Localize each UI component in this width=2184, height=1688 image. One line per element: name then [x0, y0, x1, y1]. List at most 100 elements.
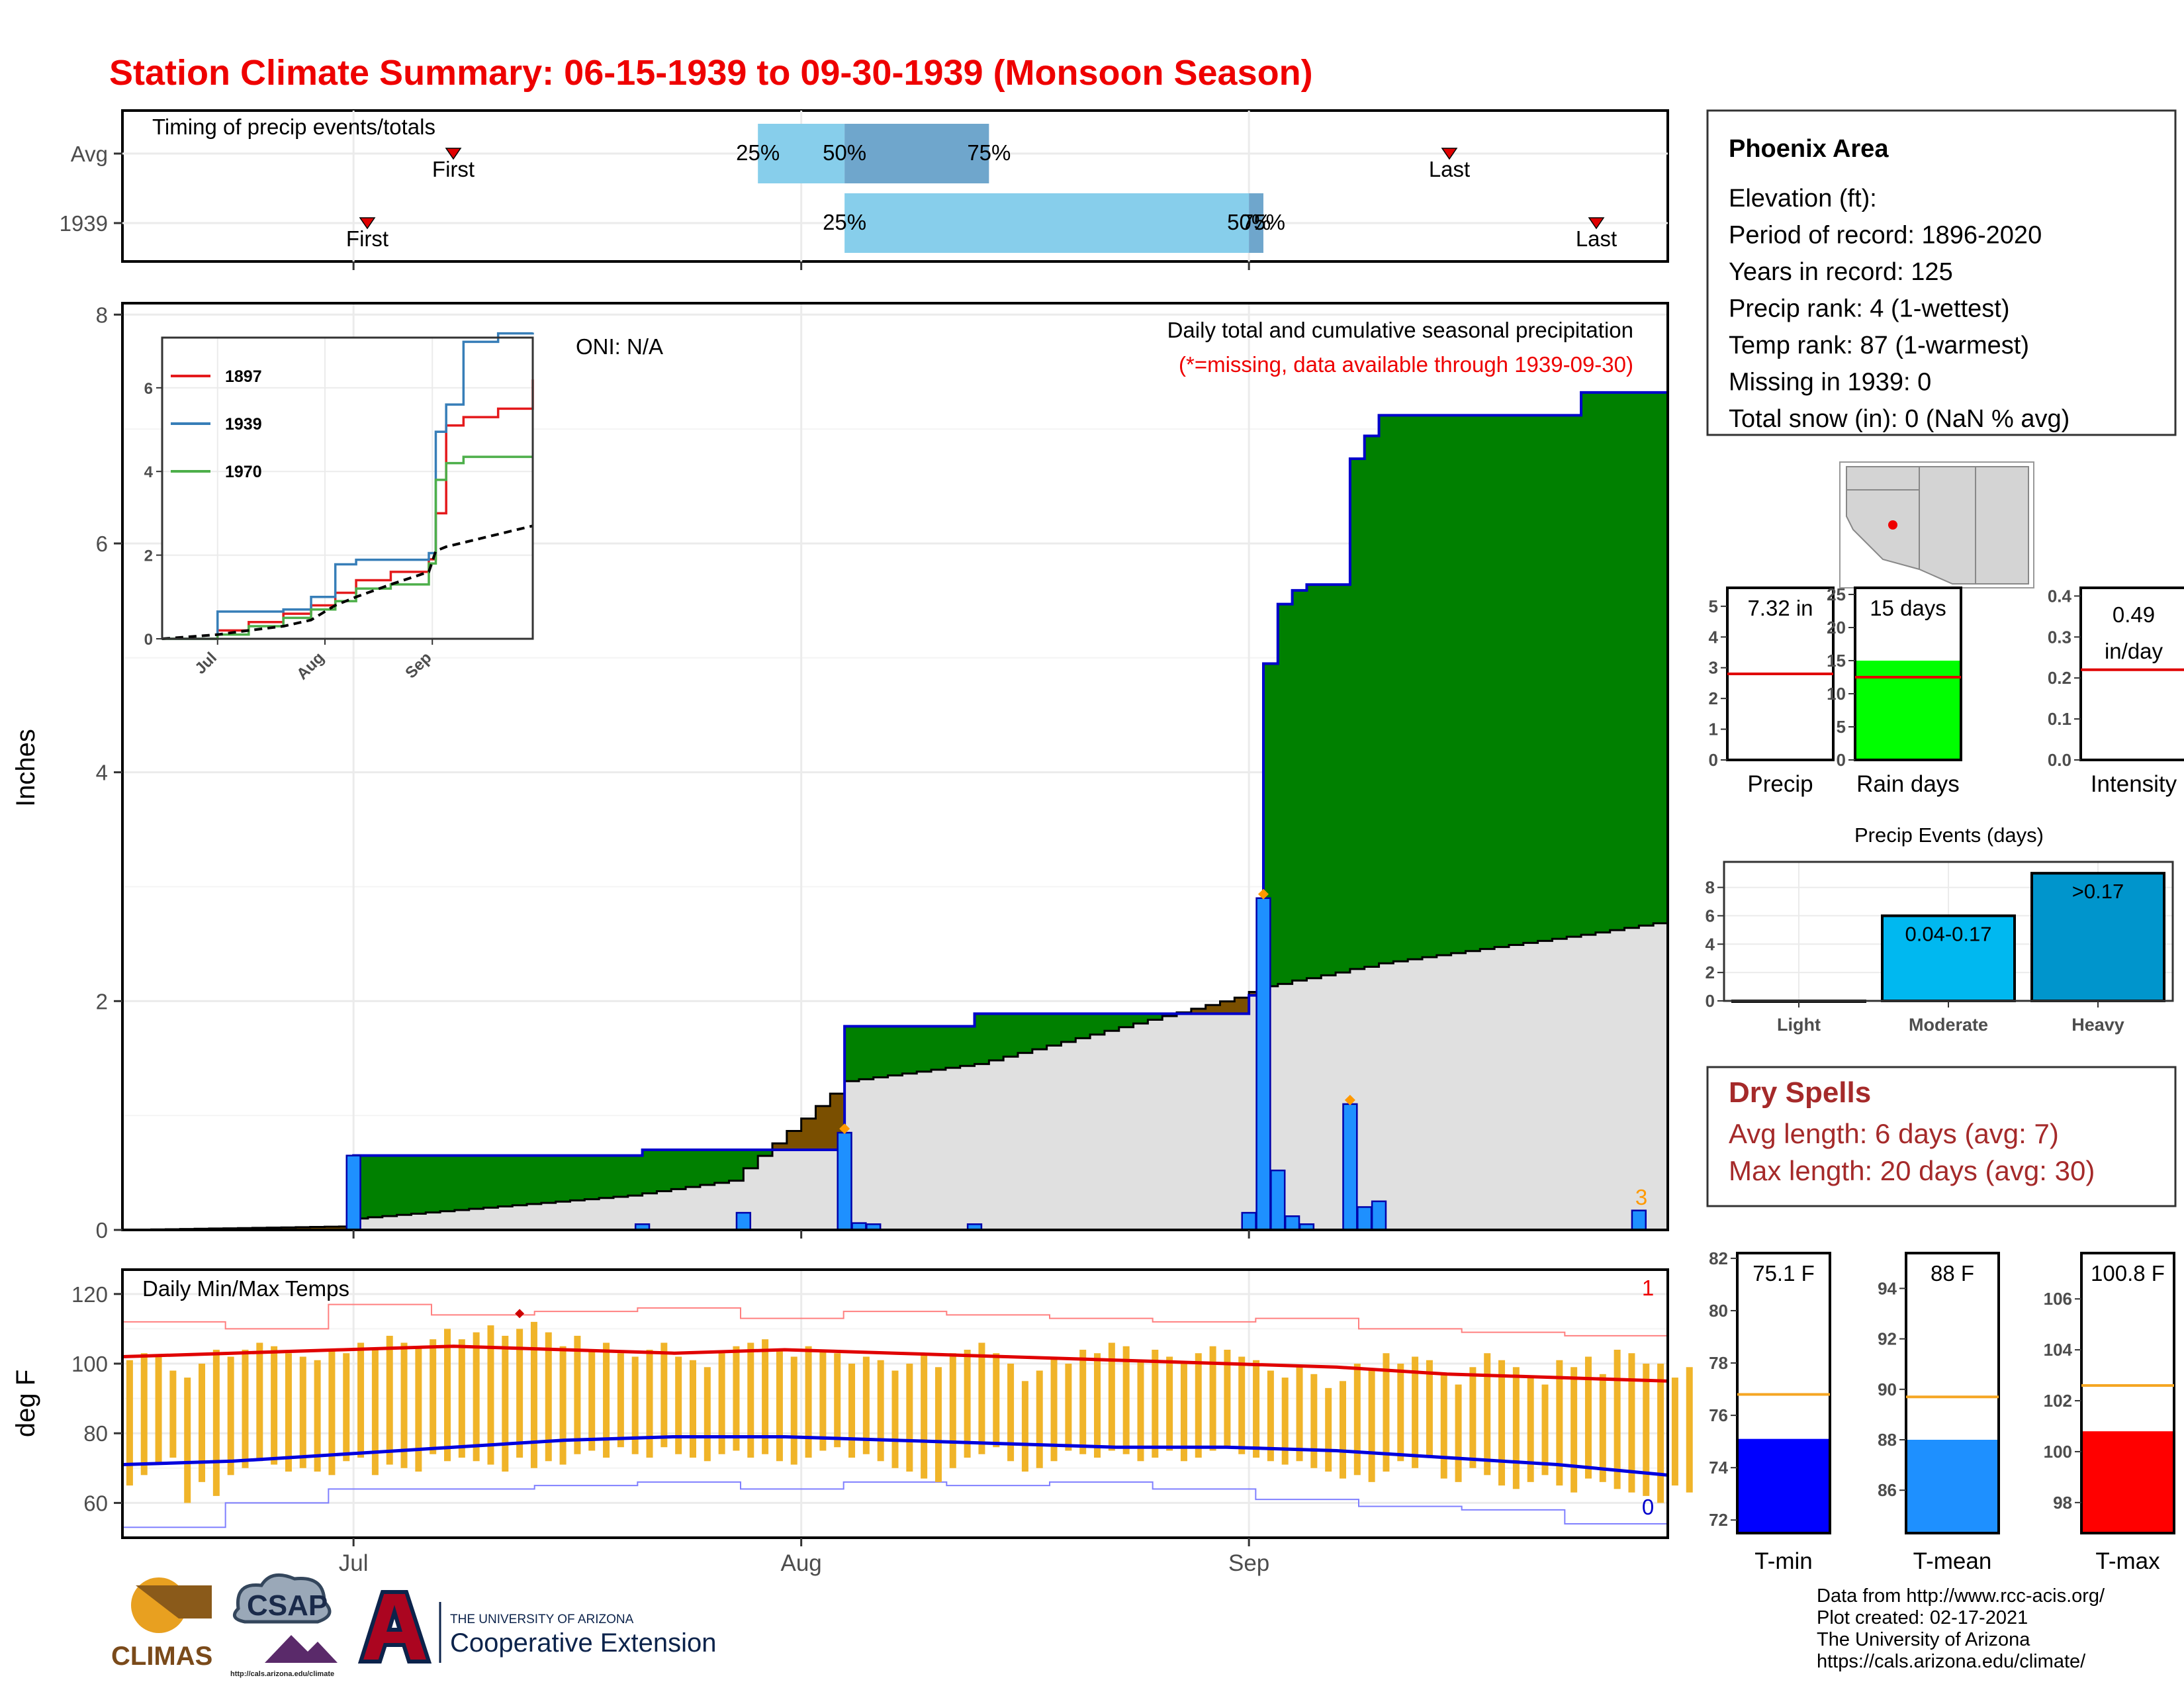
daily-max-marker-icon [1257, 888, 1269, 900]
record-max-line [122, 1303, 1668, 1336]
above-average-fill [989, 1013, 1004, 1060]
daily-temp-bar [371, 1349, 379, 1476]
record-low-count: 0 [1642, 1495, 1654, 1519]
above-average-fill [440, 1155, 455, 1211]
daily-temp-bar [1238, 1356, 1246, 1454]
main-y-tick-label: 6 [96, 532, 108, 556]
temp-summary-y-tick-label: 74 [1709, 1458, 1728, 1477]
daily-temp-bar [1296, 1367, 1303, 1462]
above-average-fill [844, 1026, 860, 1082]
summary-y-tick-label: 0 [1837, 750, 1846, 770]
temp-summary-y-tick-label: 88 [1878, 1430, 1897, 1450]
daily-temp-bar [1570, 1367, 1578, 1493]
daily-temp-bar [415, 1346, 422, 1472]
info-line: Period of record: 1896-2020 [1729, 222, 2042, 250]
daily-precip-bar [1342, 1103, 1358, 1231]
summary-y-tick-label: 0.4 [2048, 586, 2072, 606]
events-category-label: Heavy [2071, 1015, 2124, 1035]
above-average-fill [512, 1155, 527, 1205]
inset-series-1970 [162, 455, 533, 640]
temp-summary-bar [1906, 1440, 1999, 1533]
avg-min-line [122, 1434, 1668, 1477]
above-average-fill [1364, 436, 1380, 967]
daily-temp-bar [891, 1370, 899, 1468]
inset-series-1939 [162, 332, 534, 640]
timing-label-50: 50% [1227, 210, 1271, 234]
summary-y-tick-label: 10 [1827, 684, 1846, 704]
temp-x-tick-label: Sep [1228, 1550, 1269, 1576]
summary-y-tick-label: 1 [1709, 720, 1718, 739]
above-average-fill [1595, 392, 1611, 933]
logos: CLIMAS CSAP http://cals.arizona.edu/clim… [111, 1573, 716, 1678]
dry-spells-avg: Avg length: 6 days (avg: 7) [1729, 1118, 2059, 1149]
above-average-fill [1465, 415, 1480, 951]
above-average-fill [1046, 1013, 1062, 1046]
csap-mountain-icon [265, 1635, 338, 1663]
daily-temp-bar [458, 1339, 465, 1458]
above-average-fill [1639, 392, 1654, 926]
above-average-fill [1321, 585, 1336, 976]
missing-note: (*=missing, data available through 1939-… [1179, 352, 1633, 377]
temp-summary-y-tick-label: 104 [2044, 1340, 2073, 1360]
daily-temp-bar [1426, 1360, 1433, 1458]
main-y-tick-label: 4 [96, 761, 108, 785]
temp-summary-y-tick-label: 94 [1878, 1278, 1897, 1298]
daily-precip-bar [1241, 1211, 1257, 1231]
daily-temp-bar [1180, 1364, 1187, 1462]
daily-precip-bar [1270, 1169, 1286, 1231]
daily-temp-bar [1671, 1378, 1678, 1486]
daily-temp-bar [1512, 1367, 1520, 1489]
daily-temp-bar [704, 1367, 711, 1462]
daily-temp-bar [1498, 1360, 1506, 1486]
daily-temp-bar [805, 1346, 812, 1458]
daily-temp-bar [964, 1349, 971, 1458]
locator-map [1839, 461, 2034, 588]
above-average-fill [960, 1026, 976, 1066]
temp-summary-bar [1737, 1438, 1830, 1533]
daily-temp-bar [285, 1353, 292, 1472]
temp-summary-y-tick-label: 86 [1878, 1480, 1897, 1500]
daily-temp-bar [1353, 1364, 1361, 1476]
temp-summary-y-tick-label: 76 [1709, 1405, 1728, 1425]
summary-y-tick-label: 25 [1827, 585, 1846, 604]
above-average-fill [1090, 1013, 1105, 1035]
info-line: Elevation (ft): [1729, 185, 1877, 212]
above-average-fill [1336, 585, 1351, 973]
temp-ylabel: deg F [11, 1370, 40, 1437]
daily-temp-bar [1455, 1384, 1462, 1482]
csap-logo: CSAP http://cals.arizona.edu/climate [230, 1573, 338, 1678]
above-average-fill [873, 1026, 889, 1078]
above-average-fill [1133, 1013, 1148, 1024]
daily-precip-bar [1357, 1206, 1373, 1231]
temp-summary-y-tick-label: 106 [2044, 1289, 2072, 1309]
dry-spells-max: Max length: 20 days (avg: 30) [1729, 1155, 2095, 1186]
daily-temp-bar [1657, 1364, 1664, 1503]
daily-temp-bar [502, 1335, 509, 1472]
daily-temp-bar [1021, 1381, 1028, 1472]
map-state-borders [1846, 467, 1976, 584]
temp-summary-value-label: 88 F [1931, 1261, 1974, 1286]
above-average-fill [858, 1026, 874, 1080]
above-average-fill [686, 1150, 701, 1188]
inset-y-tick-label: 0 [144, 631, 153, 649]
below-average-fill [815, 1105, 831, 1150]
above-average-fill [1610, 392, 1625, 931]
daily-precip-bar [1371, 1200, 1387, 1231]
daily-temp-bar [1281, 1378, 1289, 1465]
dry-spells-box: Dry Spells Avg length: 6 days (avg: 7) M… [1706, 1066, 2177, 1207]
timing-label: Timing of precip events/totals [152, 115, 435, 139]
daily-precip-bar [1631, 1209, 1647, 1231]
above-average-fill [411, 1155, 426, 1214]
above-average-fill [367, 1155, 383, 1217]
events-value-label: >0.17 [2072, 880, 2124, 903]
inset-frame [161, 336, 534, 640]
timing-bar-50-75 [1249, 193, 1263, 253]
above-average-fill [1567, 415, 1582, 937]
first-label: First [432, 157, 475, 181]
events-value-label: 0.04-0.17 [1905, 922, 1992, 945]
events-y-tick-label: 2 [1706, 962, 1715, 982]
temp-summary-bar [2081, 1431, 2174, 1533]
events-frame [1723, 861, 2174, 1002]
temp-summary-frame [1905, 1252, 2000, 1534]
